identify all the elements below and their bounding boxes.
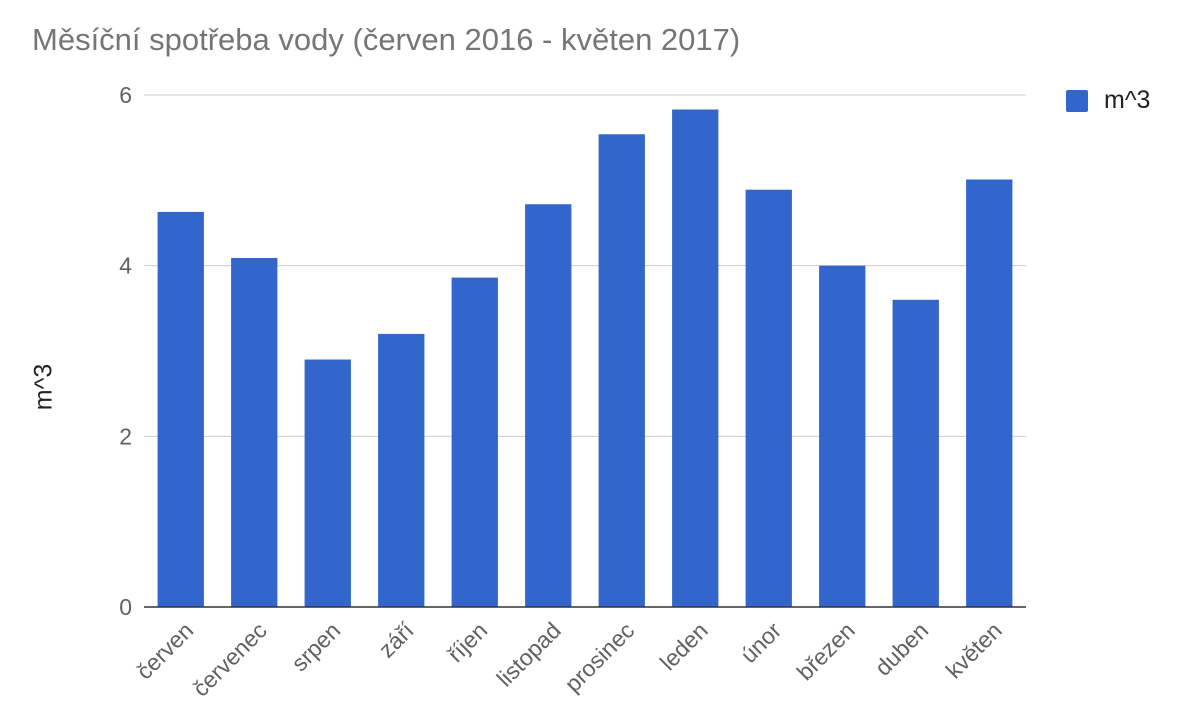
bar — [378, 333, 425, 607]
y-tick-label: 2 — [119, 423, 132, 449]
x-tick-label: červen — [131, 617, 198, 684]
bar — [157, 211, 204, 607]
x-tick-label: srpen — [286, 617, 345, 676]
y-tick-label: 0 — [119, 594, 132, 620]
x-tick-label: březen — [792, 617, 860, 685]
x-tick-label: říjen — [442, 617, 492, 667]
legend: m^3 — [1066, 86, 1150, 115]
legend-label: m^3 — [1104, 86, 1151, 114]
chart-title: Měsíční spotřeba vody (červen 2016 - kvě… — [32, 22, 741, 57]
bar — [892, 299, 939, 607]
x-tick-label: leden — [655, 617, 713, 675]
x-tick-label: únor — [735, 617, 786, 668]
x-tick-label: prosinec — [559, 617, 639, 697]
y-tick-label: 4 — [119, 253, 132, 279]
bar — [451, 277, 498, 607]
x-tick-label: listopad — [491, 617, 565, 691]
bars — [157, 109, 1013, 608]
x-tick-label: duben — [870, 617, 934, 681]
bar — [304, 359, 351, 607]
x-tick-label: květen — [940, 617, 1006, 683]
bar — [231, 257, 278, 607]
gridlines — [144, 94, 1026, 437]
legend-swatch — [1066, 89, 1088, 112]
bar — [745, 189, 792, 607]
bar — [966, 179, 1013, 608]
x-tick-label: červenec — [187, 617, 271, 701]
bar — [525, 204, 572, 607]
bar — [819, 265, 866, 607]
y-tick-label: 6 — [119, 82, 132, 108]
bar — [672, 109, 719, 608]
bar — [598, 134, 645, 607]
x-tick-label: září — [373, 617, 419, 663]
